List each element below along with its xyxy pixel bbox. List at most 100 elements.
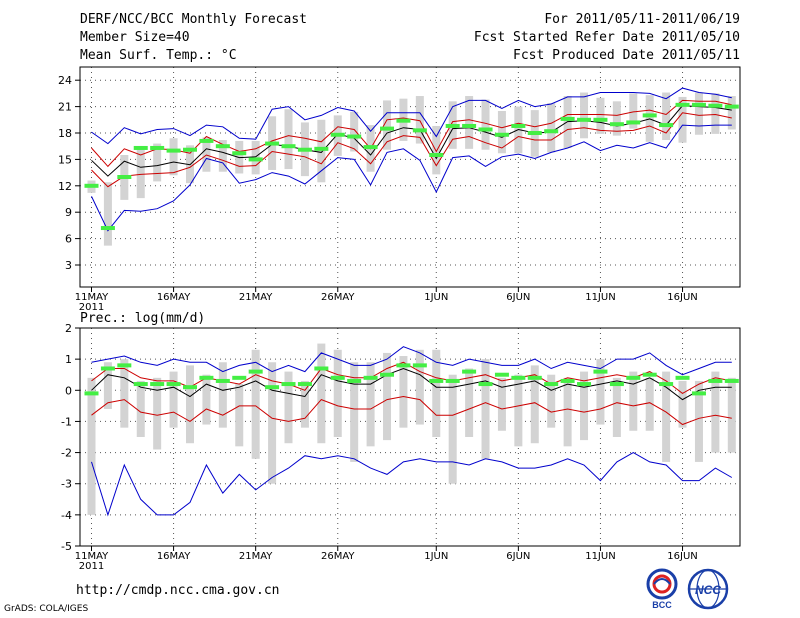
panel1-observation-marker [626,120,641,125]
panel2-observation-marker [248,369,263,374]
panel1-x-tick-label: 16MAY [157,292,191,303]
panel1-spread-box [497,111,506,154]
panel1-observation-marker [133,145,148,150]
panel1-spread-box [317,119,326,183]
panel2-spread-box [678,380,687,428]
panel1-observation-marker [314,146,329,151]
panel1-observation-marker [724,104,739,109]
source-url[interactable]: http://cmdp.ncc.cma.gov.cn [76,583,280,598]
panel2-observation-marker [380,372,395,377]
panel2-spread-box [547,374,556,428]
panel2-spread-box [694,380,703,462]
panel2-x-tick-label: 11JUN [585,551,615,562]
panel2-spread-box [366,362,375,447]
panel1-outer-lower-line [91,124,732,232]
panel1-observation-marker [215,144,230,149]
panel2-outer-lower-line [91,452,733,517]
panel1-observation-marker [347,134,362,139]
panel2-observation-marker [363,375,378,380]
panel1-outer-upper-line [91,87,732,145]
panel2-spread-box [87,377,96,515]
panel1-x-tick-label: 21MAY [239,292,273,303]
panel1-y-tick-label: 15 [58,153,72,166]
panel1-y-tick-label: 6 [65,233,72,246]
panel2-x-tick-label: 1JUN [424,551,448,562]
forecast-period-label: For 2011/05/11-2011/06/19 [544,12,740,27]
panel2-spread-box [580,371,589,441]
panel2-y-tick-label: -4 [61,509,72,522]
panel1-x-tick-label: 6JUN [506,292,530,303]
panel1-x-tick-label: 1JUN [424,292,448,303]
panel2-observation-marker [199,375,214,380]
panel2-spread-box [235,384,244,447]
panel1-observation-marker [675,102,690,107]
variable-label: Mean Surf. Temp.: °C [80,48,237,63]
panel2-spread-box [169,371,178,428]
panel2-observation-marker [232,375,247,380]
panel1-spread-box [465,96,474,149]
panel2-observation-marker [84,391,99,396]
produced-date-label: Fcst Produced Date 2011/05/11 [513,48,740,63]
panel2-spread-box [448,374,457,484]
bcc-logo-text: BCC [652,600,672,610]
panel2-y-tick-label: -3 [61,478,72,491]
panel1-spread-box [350,111,359,152]
panel2-observation-marker [183,385,197,390]
panel2-spread-box [103,362,112,409]
panel1-observation-marker [445,123,460,128]
panel1-spread-box [711,93,720,134]
panel2-observation-marker [412,363,427,368]
panel2-inner-upper-line [91,361,732,394]
panel1-observation-marker [297,147,312,152]
panel1-spread-box [153,143,162,182]
panel1-y-tick-label: 24 [58,74,72,87]
panel2-spread-box [350,362,359,462]
ncc-logo-icon: NCC [687,568,729,610]
panel1-observation-marker [478,127,493,132]
panel2-observation-marker [675,375,690,380]
panel1-observation-marker [363,145,378,150]
panel2-observation-marker [577,382,592,387]
panel2-observation-marker [150,382,165,387]
panel2-spread-box [711,371,720,453]
panel1-observation-marker [248,157,263,162]
panel2-observation-marker [544,382,559,387]
panel2-observation-marker [724,378,739,383]
panel1-observation-marker [462,123,477,128]
panel2-spread-box [727,377,736,453]
panel2-observation-marker [297,382,312,387]
panel1-y-tick-label: 9 [65,206,72,219]
bcc-logo-icon: BCC [646,568,678,610]
panel2-y-tick-label: 0 [65,384,72,397]
panel1-x-tick-sublabel: 2011 [79,302,104,313]
panel1-spread-box [727,96,736,130]
panel1-inner-lower-line [91,112,732,188]
panel2-spread-box [399,356,408,428]
panel1-observation-marker [396,118,411,123]
panel2-y-tick-label: -5 [61,540,72,553]
chart-title: DERF/NCC/BCC Monthly Forecast [80,12,307,27]
panel2-y-tick-label: -1 [61,415,72,428]
panel2-spread-box [465,368,474,437]
panel1-y-tick-label: 12 [58,180,72,193]
panel2-observation-marker [642,372,657,377]
panel1-observation-marker [609,122,624,127]
panel2-spread-box [497,377,506,431]
panel2-inner-lower-line [91,395,732,426]
panel2-y-tick-label: 2 [65,322,72,335]
panel2-spread-box [333,349,342,437]
panel2-spread-box [481,359,490,459]
panel2-observation-marker [445,378,460,383]
panel1-observation-marker [183,147,197,152]
panel2-spread-box [432,349,441,437]
panel2-plot-frame [79,327,741,547]
panel2-spread-box [317,343,326,444]
panel1-spread-box [596,97,605,134]
panel2-observation-marker [560,378,575,383]
panel1-spread-box [678,96,687,143]
panel1-inner-upper-line [91,99,732,168]
panel2-spread-box [612,377,621,437]
panel2-x-tick-label: 6JUN [506,551,530,562]
panel1-observation-marker [199,138,214,143]
panel2-spread-box [251,349,260,459]
